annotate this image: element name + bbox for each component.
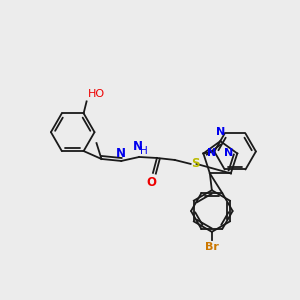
Text: N: N bbox=[224, 148, 233, 158]
Text: N: N bbox=[116, 147, 126, 160]
Text: H: H bbox=[140, 146, 148, 156]
Text: S: S bbox=[192, 158, 200, 170]
Text: N: N bbox=[216, 127, 225, 137]
Text: O: O bbox=[146, 176, 156, 189]
Text: Br: Br bbox=[205, 242, 219, 252]
Text: N: N bbox=[133, 140, 143, 153]
Text: HO: HO bbox=[88, 89, 105, 99]
Text: N: N bbox=[207, 148, 217, 158]
